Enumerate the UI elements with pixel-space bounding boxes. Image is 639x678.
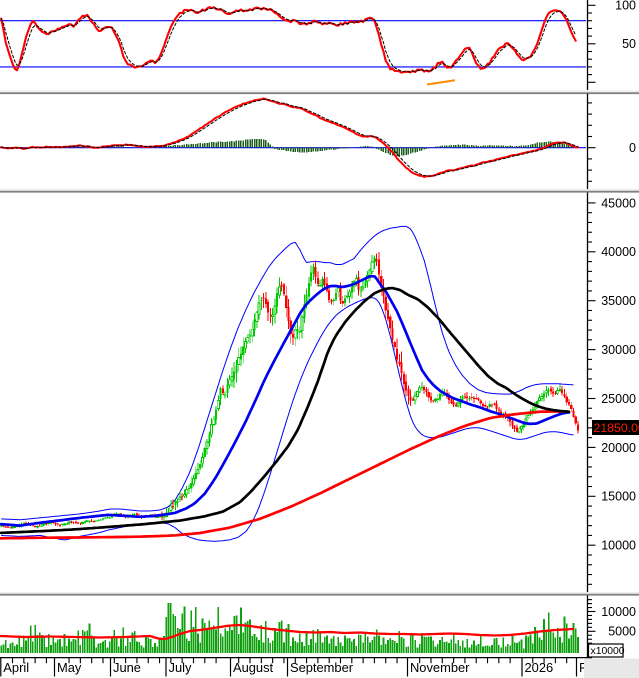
svg-text:April: April bbox=[3, 660, 29, 675]
svg-text:0: 0 bbox=[629, 141, 636, 155]
svg-text:20000: 20000 bbox=[601, 441, 636, 455]
svg-text:45000: 45000 bbox=[601, 196, 636, 210]
svg-text:x10000: x10000 bbox=[591, 646, 625, 657]
svg-text:21850.00: 21850.00 bbox=[594, 421, 639, 435]
svg-text:June: June bbox=[113, 660, 141, 675]
svg-text:5000: 5000 bbox=[608, 625, 636, 639]
svg-text:November: November bbox=[410, 660, 470, 675]
svg-text:35000: 35000 bbox=[601, 294, 636, 308]
svg-text:May: May bbox=[57, 660, 82, 675]
svg-text:25000: 25000 bbox=[601, 392, 636, 406]
svg-text:50: 50 bbox=[622, 37, 636, 51]
svg-text:15000: 15000 bbox=[601, 490, 636, 504]
svg-text:July: July bbox=[169, 660, 192, 675]
svg-text:10000: 10000 bbox=[601, 605, 636, 619]
svg-text:2026: 2026 bbox=[525, 660, 554, 675]
svg-text:F: F bbox=[579, 660, 587, 675]
svg-text:10000: 10000 bbox=[601, 539, 636, 553]
svg-text:40000: 40000 bbox=[601, 245, 636, 259]
svg-text:100: 100 bbox=[615, 0, 636, 13]
svg-text:30000: 30000 bbox=[601, 343, 636, 357]
svg-text:August: August bbox=[233, 660, 274, 675]
svg-text:September: September bbox=[290, 660, 354, 675]
